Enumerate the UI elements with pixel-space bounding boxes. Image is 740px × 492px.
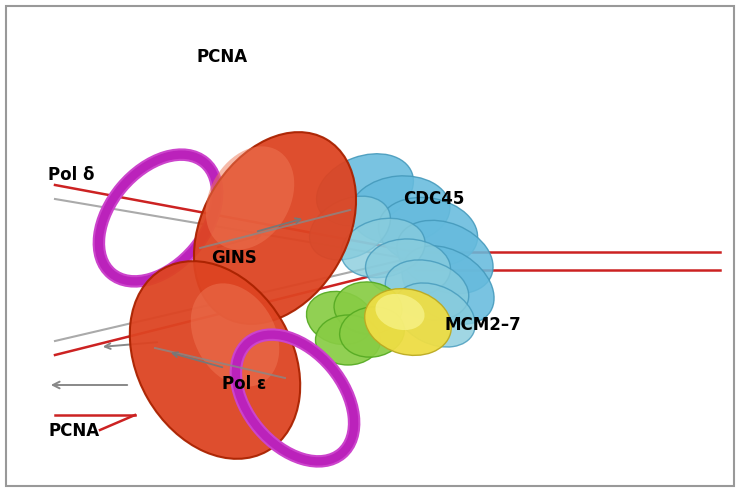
Ellipse shape (402, 246, 494, 324)
Ellipse shape (341, 218, 425, 277)
Ellipse shape (340, 307, 404, 357)
Ellipse shape (397, 220, 493, 294)
Ellipse shape (206, 146, 295, 249)
Ellipse shape (334, 282, 402, 334)
Ellipse shape (375, 294, 425, 330)
Ellipse shape (350, 176, 450, 244)
Text: PCNA: PCNA (48, 422, 99, 439)
Ellipse shape (386, 260, 468, 320)
Ellipse shape (315, 315, 380, 365)
Ellipse shape (317, 154, 414, 226)
Text: Pol δ: Pol δ (48, 166, 95, 184)
Ellipse shape (366, 239, 451, 297)
Ellipse shape (191, 283, 279, 387)
Text: GINS: GINS (211, 249, 257, 267)
Ellipse shape (394, 283, 475, 347)
Ellipse shape (130, 261, 300, 459)
Ellipse shape (306, 291, 374, 344)
Ellipse shape (309, 196, 391, 260)
Text: PCNA: PCNA (196, 48, 247, 65)
Ellipse shape (378, 197, 477, 267)
Text: Pol ε: Pol ε (222, 375, 266, 393)
Ellipse shape (194, 132, 356, 324)
Ellipse shape (365, 289, 451, 355)
Text: MCM2–7: MCM2–7 (444, 316, 521, 334)
Text: CDC45: CDC45 (403, 190, 465, 208)
